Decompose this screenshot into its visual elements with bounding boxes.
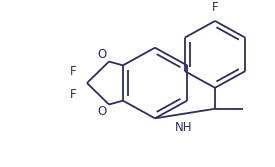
Text: O: O [98, 48, 107, 61]
Text: NH: NH [175, 121, 192, 134]
Text: F: F [70, 88, 77, 101]
Text: F: F [70, 65, 77, 78]
Text: F: F [212, 1, 218, 14]
Text: O: O [98, 105, 107, 118]
